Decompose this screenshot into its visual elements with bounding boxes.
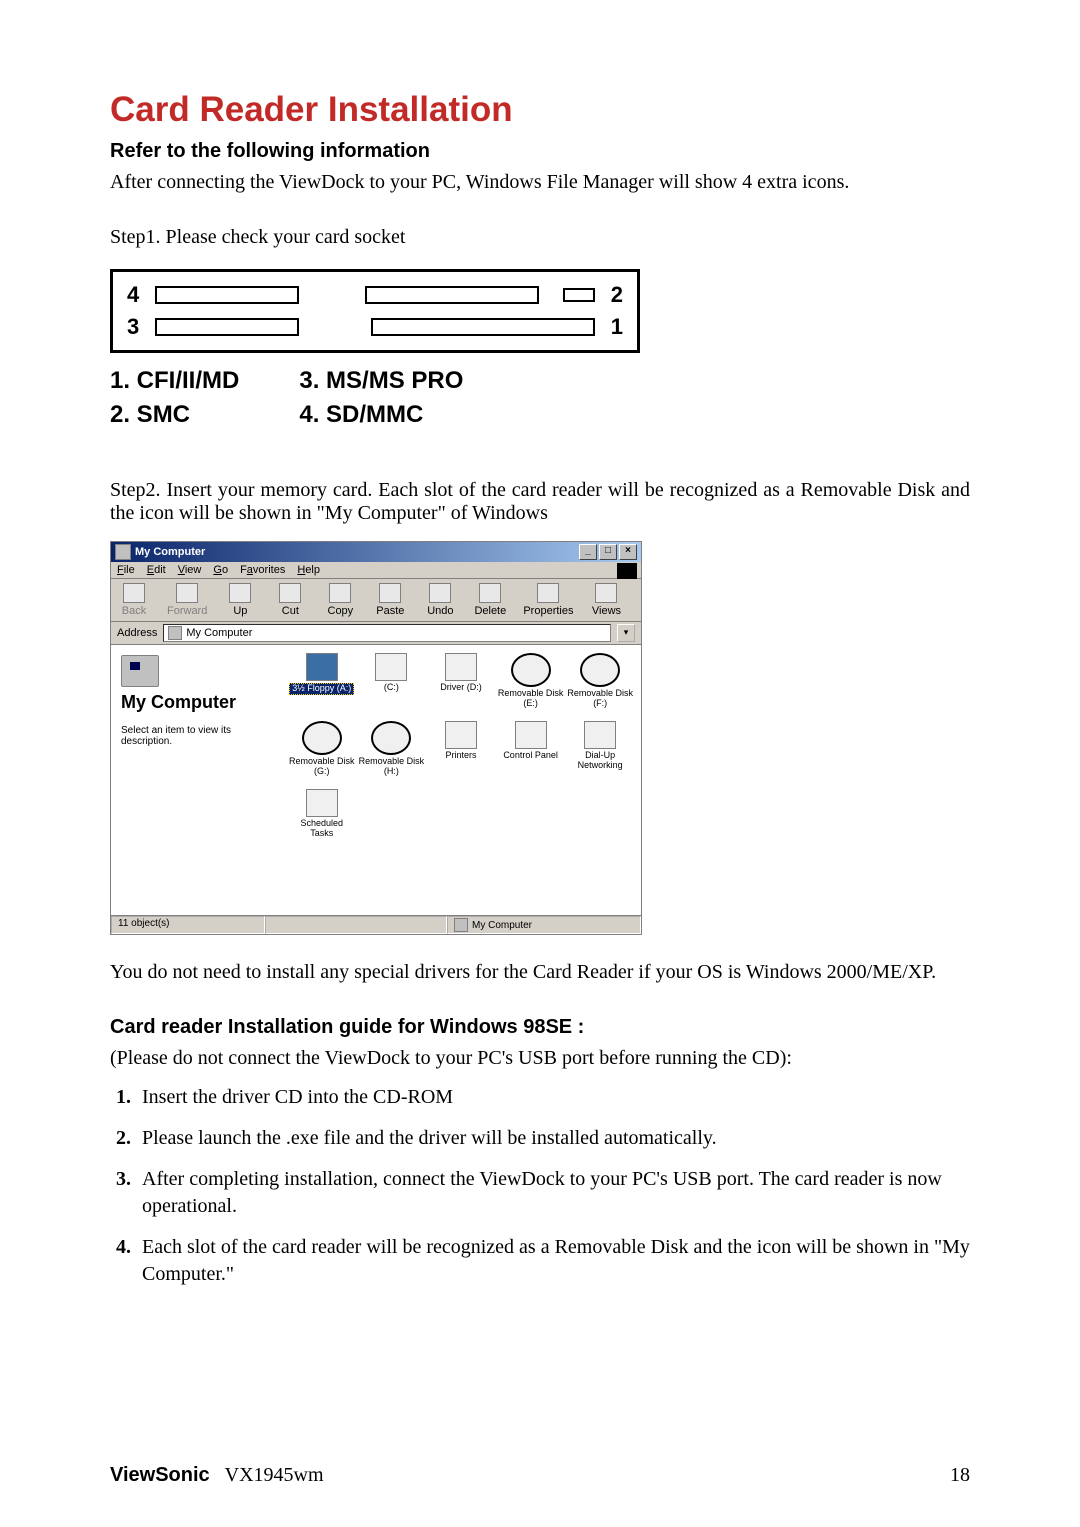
toolbar-undo[interactable]: Undo — [423, 583, 457, 617]
icon-d-drive[interactable]: Driver (D:) — [428, 653, 494, 717]
toolbar-paste[interactable]: Paste — [373, 583, 407, 617]
step-item-2: Please launch the .exe file and the driv… — [136, 1125, 970, 1152]
window-toolbar: Back Forward Up Cut Copy Paste Undo Dele… — [111, 579, 641, 622]
step2-text: Step2. Insert your memory card. Each slo… — [110, 479, 970, 525]
sidebar-panel: My Computer Select an item to view its d… — [111, 645, 281, 915]
menu-help[interactable]: Help — [297, 564, 320, 576]
status-icon — [454, 918, 468, 932]
install-steps: Insert the driver CD into the CD-ROM Ple… — [110, 1084, 970, 1288]
slot-shape-3 — [155, 318, 299, 336]
footer-brand: ViewSonic — [110, 1464, 210, 1486]
toolbar-copy[interactable]: Copy — [323, 583, 357, 617]
address-bar: Address My Computer ▾ — [111, 622, 641, 645]
icon-h-removable[interactable]: Removable Disk (H:) — [359, 721, 425, 785]
window-titlebar: My Computer _ □ × — [111, 542, 641, 562]
sidebar-title: My Computer — [121, 693, 271, 713]
slot-shape-2 — [365, 286, 539, 304]
slot-num-2: 2 — [603, 282, 623, 308]
paren-note: (Please do not connect the ViewDock to y… — [110, 1047, 970, 1070]
toolbar-cut[interactable]: Cut — [273, 583, 307, 617]
legend-4: 4. SD/MMC — [299, 401, 463, 429]
toolbar-properties[interactable]: Properties — [523, 583, 573, 617]
status-bar: 11 object(s) My Computer — [111, 915, 641, 934]
step-item-1: Insert the driver CD into the CD-ROM — [136, 1084, 970, 1111]
toolbar-views[interactable]: Views — [589, 583, 623, 617]
toolbar-back[interactable]: Back — [117, 583, 151, 617]
icon-grid: 3½ Floppy (A:) (C:) Driver (D:) Removabl… — [281, 645, 641, 915]
toolbar-up[interactable]: Up — [223, 583, 257, 617]
window-title: My Computer — [135, 546, 205, 558]
icon-dialup[interactable]: Dial-Up Networking — [567, 721, 633, 785]
icon-f-removable[interactable]: Removable Disk (F:) — [567, 653, 633, 717]
sidebar-desc: Select an item to view its description. — [121, 725, 271, 747]
icon-e-removable[interactable]: Removable Disk (E:) — [498, 653, 564, 717]
address-value: My Computer — [186, 627, 252, 639]
slot-num-3: 3 — [127, 314, 147, 340]
address-icon — [168, 626, 182, 640]
menu-file[interactable]: File — [117, 564, 135, 576]
address-input[interactable]: My Computer — [163, 624, 611, 642]
icon-scheduled-tasks[interactable]: Scheduled Tasks — [289, 789, 355, 853]
status-objects: 11 object(s) — [111, 916, 265, 934]
page-footer: ViewSonic VX1945wm 18 — [110, 1464, 970, 1487]
menu-edit[interactable]: Edit — [147, 564, 166, 576]
icon-printers[interactable]: Printers — [428, 721, 494, 785]
close-button[interactable]: × — [619, 544, 637, 560]
status-location: My Computer — [447, 916, 641, 934]
windows-logo-icon — [617, 563, 637, 579]
footer-page-number: 18 — [950, 1464, 970, 1487]
maximize-button[interactable]: □ — [599, 544, 617, 560]
status-mid — [265, 916, 447, 934]
address-label: Address — [117, 627, 157, 639]
menu-view[interactable]: View — [178, 564, 202, 576]
toolbar-forward[interactable]: Forward — [167, 583, 207, 617]
slot-num-1: 1 — [603, 314, 623, 340]
icon-control-panel[interactable]: Control Panel — [498, 721, 564, 785]
address-dropdown[interactable]: ▾ — [617, 624, 635, 642]
minimize-button[interactable]: _ — [579, 544, 597, 560]
window-menubar: File Edit View Go Favorites Help — [111, 562, 641, 579]
menu-favorites[interactable]: Favorites — [240, 564, 285, 576]
icon-c-drive[interactable]: (C:) — [359, 653, 425, 717]
section-heading-1: Refer to the following information — [110, 140, 970, 163]
card-slot-diagram: 4 2 3 1 1. CFI/II/MD 2. SMC — [110, 269, 640, 429]
slot-shape-4 — [155, 286, 299, 304]
my-computer-icon — [121, 655, 159, 687]
footer-model: VX1945wm — [225, 1464, 324, 1486]
no-driver-note: You do not need to install any special d… — [110, 959, 970, 986]
menu-go[interactable]: Go — [213, 564, 228, 576]
slot-shape-2b — [563, 288, 595, 302]
step-item-4: Each slot of the card reader will be rec… — [136, 1234, 970, 1288]
icon-g-removable[interactable]: Removable Disk (G:) — [289, 721, 355, 785]
legend-3: 3. MS/MS PRO — [299, 367, 463, 395]
legend-1: 1. CFI/II/MD — [110, 367, 239, 395]
icon-floppy[interactable]: 3½ Floppy (A:) — [289, 653, 355, 717]
legend-2: 2. SMC — [110, 401, 239, 429]
page-title: Card Reader Installation — [110, 90, 970, 130]
window-icon — [115, 544, 131, 560]
intro-paragraph: After connecting the ViewDock to your PC… — [110, 169, 970, 196]
slot-legend: 1. CFI/II/MD 2. SMC 3. MS/MS PRO 4. SD/M… — [110, 367, 640, 429]
slot-shape-1 — [371, 318, 595, 336]
step1-text: Step1. Please check your card socket — [110, 226, 970, 249]
slot-num-4: 4 — [127, 282, 147, 308]
step-item-3: After completing installation, connect t… — [136, 1166, 970, 1220]
section-heading-2: Card reader Installation guide for Windo… — [110, 1016, 970, 1039]
my-computer-window: My Computer _ □ × File Edit View Go Favo… — [110, 541, 642, 935]
toolbar-delete[interactable]: Delete — [473, 583, 507, 617]
